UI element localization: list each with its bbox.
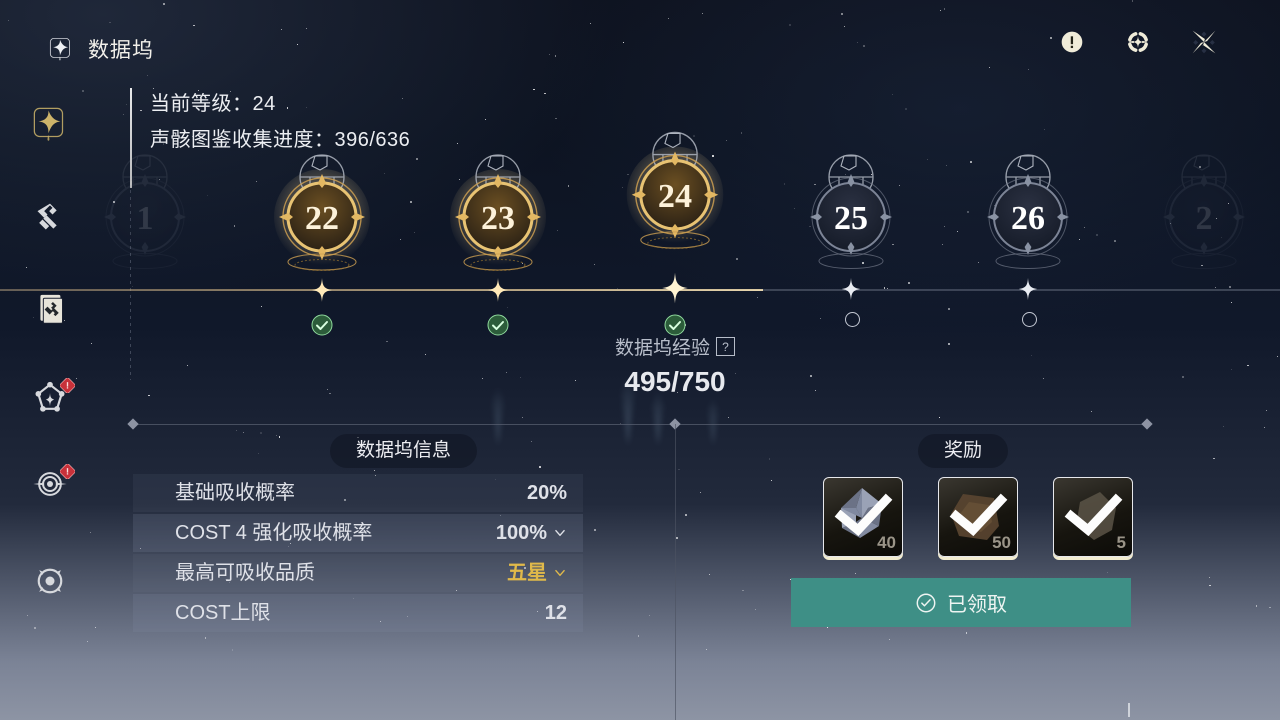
svg-text:26: 26 xyxy=(1011,200,1045,237)
svg-text:1: 1 xyxy=(137,200,154,237)
svg-text:22: 22 xyxy=(305,200,339,237)
svg-text:2: 2 xyxy=(1196,200,1213,237)
svg-text:23: 23 xyxy=(481,200,515,237)
svg-text:24: 24 xyxy=(658,178,692,215)
svg-text:25: 25 xyxy=(834,200,868,237)
